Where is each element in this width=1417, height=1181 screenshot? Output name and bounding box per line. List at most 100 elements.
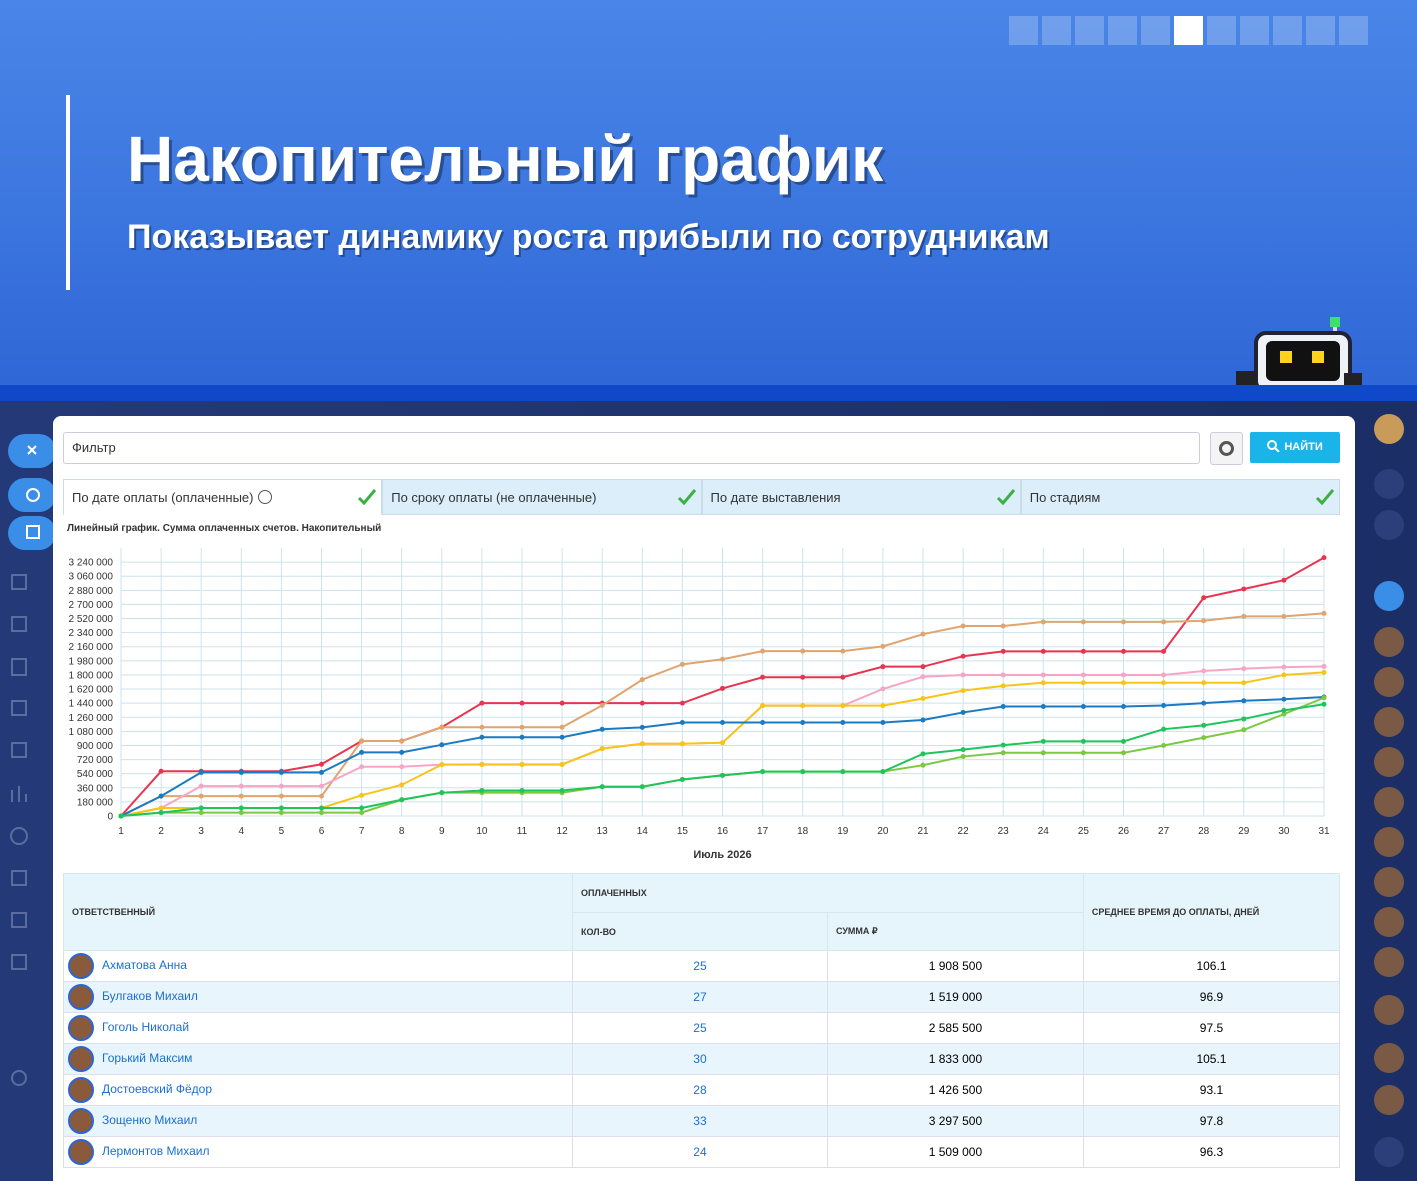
slide-dot[interactable] — [1009, 16, 1038, 45]
slide-dot[interactable] — [1174, 16, 1203, 45]
slide-dot[interactable] — [1339, 16, 1368, 45]
data-point — [1121, 680, 1126, 686]
data-point — [1080, 750, 1086, 756]
data-point — [880, 686, 886, 692]
tab[interactable]: По дате выставления — [701, 479, 1021, 515]
slide-dot[interactable] — [1042, 16, 1071, 45]
data-point — [720, 740, 725, 746]
data-point — [599, 726, 605, 732]
avg-cell: 106.1 — [1082, 950, 1341, 982]
count-cell[interactable]: 27 — [572, 981, 828, 1013]
count-cell[interactable]: 24 — [572, 1136, 828, 1168]
data-point — [238, 805, 244, 811]
data-point — [359, 810, 365, 816]
data-point — [960, 672, 966, 678]
data-point — [198, 805, 204, 811]
data-point — [519, 734, 525, 740]
data-point — [1321, 555, 1327, 561]
check-icon — [996, 489, 1015, 506]
data-point — [800, 674, 806, 680]
owner-link[interactable]: Ахматова Анна — [102, 958, 187, 973]
search-button[interactable]: НАЙТИ — [1250, 432, 1340, 463]
x-tick-label: 28 — [1198, 826, 1210, 837]
filter-input[interactable]: Фильтр — [63, 432, 1200, 464]
avatar-circle — [68, 1108, 94, 1134]
search-label: НАЙТИ — [1284, 441, 1323, 453]
count-cell[interactable]: 25 — [572, 950, 828, 982]
data-point — [559, 700, 565, 706]
count-cell[interactable]: 30 — [572, 1043, 828, 1075]
data-point — [960, 747, 966, 753]
chart-title: Линейный график. Сумма оплаченных счетов… — [67, 523, 382, 534]
divider — [0, 385, 1417, 401]
count-cell[interactable]: 25 — [572, 1012, 828, 1044]
avatar — [68, 1015, 94, 1041]
settings-button[interactable] — [1210, 432, 1243, 465]
y-tick-label: 1 980 000 — [69, 656, 114, 667]
x-tick-label: 24 — [1038, 826, 1050, 837]
x-tick-label: 2 — [158, 826, 164, 837]
slide-dot[interactable] — [1273, 16, 1302, 45]
slide-dot[interactable] — [1075, 16, 1104, 45]
x-tick-label: 5 — [279, 826, 285, 837]
data-point — [238, 769, 244, 775]
data-point — [1040, 672, 1046, 678]
data-point — [1321, 663, 1327, 669]
data-point — [720, 720, 725, 726]
y-tick-label: 1 260 000 — [69, 713, 114, 724]
tabs: По дате оплаты (оплаченные) По сроку опла… — [63, 479, 1340, 515]
data-point — [920, 717, 926, 723]
data-point — [1281, 613, 1287, 619]
check-icon — [1315, 489, 1335, 506]
data-point — [1281, 711, 1287, 717]
data-point — [960, 754, 966, 760]
data-point — [1201, 735, 1207, 741]
tab[interactable]: По дате оплаты (оплаченные) — [63, 479, 383, 515]
data-point — [800, 703, 806, 709]
slide-dot[interactable] — [1141, 16, 1170, 45]
data-point — [359, 792, 365, 798]
tab[interactable]: По стадиям — [1020, 479, 1340, 515]
data-point — [760, 769, 766, 775]
data-point — [278, 793, 284, 799]
y-tick-label: 900 000 — [77, 741, 114, 752]
sum-cell: 1 509 000 — [826, 1136, 1084, 1168]
owner-link[interactable]: Булгаков Михаил — [102, 989, 198, 1004]
data-point — [1161, 619, 1167, 625]
data-point — [319, 761, 324, 767]
data-point — [1201, 722, 1207, 728]
data-point — [238, 783, 244, 789]
y-tick-label: 720 000 — [77, 755, 114, 766]
x-tick-label: 18 — [797, 826, 809, 837]
slide-dot[interactable] — [1306, 16, 1335, 45]
owner-link[interactable]: Зощенко Михаил — [102, 1113, 198, 1128]
data-point — [1161, 680, 1167, 686]
owner-link[interactable]: Гоголь Николай — [102, 1020, 190, 1035]
owner-cell: Булгаков Михаил — [63, 981, 573, 1013]
data-point — [519, 788, 525, 794]
data-point — [1121, 619, 1126, 625]
data-point — [639, 741, 645, 747]
data-point — [800, 648, 806, 654]
tab[interactable]: По сроку оплаты (не оплаченные) — [382, 479, 702, 515]
accent-bar — [66, 95, 70, 290]
owner-link[interactable]: Горький Максим — [102, 1051, 193, 1066]
data-point — [679, 720, 685, 726]
slide-dot[interactable] — [1108, 16, 1137, 45]
data-point — [278, 769, 284, 775]
owner-link[interactable]: Лермонтов Михаил — [102, 1144, 210, 1159]
slide-indicator — [1009, 16, 1368, 45]
slide-dot[interactable] — [1207, 16, 1236, 45]
check-mark — [996, 489, 1015, 506]
tab-label: По сроку оплаты (не оплаченные) — [391, 490, 597, 505]
data-point — [1201, 595, 1207, 601]
slide-dot[interactable] — [1240, 16, 1269, 45]
count-cell[interactable]: 33 — [572, 1105, 828, 1137]
count-cell[interactable]: 28 — [572, 1074, 828, 1106]
tab-label: По дате выставления — [710, 490, 841, 505]
data-point — [519, 724, 525, 730]
data-point — [1161, 742, 1167, 748]
owner-link[interactable]: Достоевский Фёдор — [102, 1082, 213, 1097]
data-point — [1321, 669, 1327, 675]
data-point — [1121, 704, 1126, 710]
